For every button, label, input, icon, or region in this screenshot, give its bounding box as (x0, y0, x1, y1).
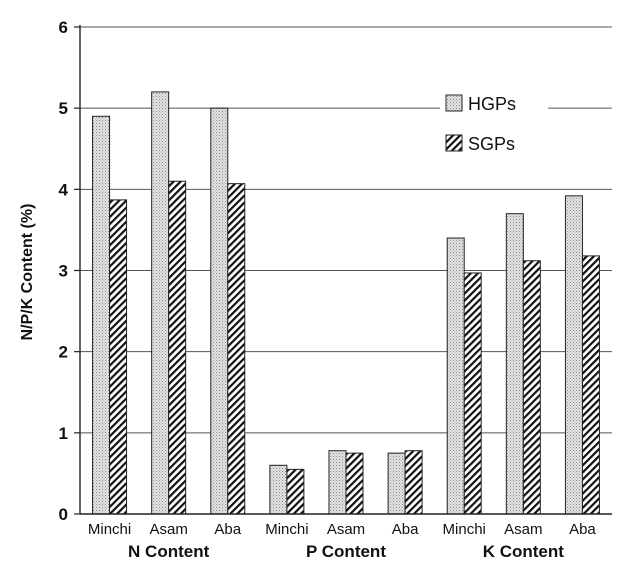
y-axis-title: N/P/K Content (%) (19, 204, 36, 341)
group-label: P Content (306, 542, 386, 561)
bar-hgps (210, 107, 229, 515)
bar-hgps (505, 213, 524, 515)
bars (92, 91, 600, 515)
y-tick-label: 1 (59, 424, 68, 443)
bar-sgps (227, 183, 246, 515)
legend-swatch-hgps (445, 94, 463, 112)
y-tick-label: 0 (59, 505, 68, 524)
x-category-label: Minchi (443, 521, 486, 538)
group-labels: N Content P Content K Content (128, 542, 564, 561)
bar-hgps (269, 464, 288, 515)
y-tick-label: 6 (59, 18, 68, 37)
bar-sgps (109, 199, 128, 515)
legend-label-hgps: HGPs (468, 94, 516, 114)
x-category-label: Minchi (265, 521, 308, 538)
x-category-label: Aba (214, 521, 241, 538)
bar-sgps (463, 272, 482, 515)
legend-swatch-sgps (445, 134, 463, 152)
y-tick-label: 5 (59, 99, 68, 118)
legend: HGPs SGPs (440, 85, 548, 154)
x-category-label: Minchi (88, 521, 131, 538)
x-category-label: Asam (327, 521, 365, 538)
bar-sgps (404, 450, 423, 515)
bar-hgps (446, 237, 465, 515)
y-tick-label: 4 (59, 180, 69, 199)
axes (74, 25, 612, 515)
group-label: K Content (483, 542, 565, 561)
x-category-label: Aba (392, 521, 419, 538)
bar-hgps (328, 450, 347, 515)
x-category-labels: Minchi Asam Aba Minchi Asam Aba Minchi Asam Aba (88, 521, 597, 538)
bar-sgps (581, 255, 600, 515)
legend-label-sgps: SGPs (468, 134, 515, 154)
x-category-label: Asam (504, 521, 542, 538)
bar-hgps (151, 91, 170, 515)
bar-sgps (168, 180, 187, 515)
bar-hgps (387, 452, 406, 515)
y-tick-label: 2 (59, 343, 68, 362)
bar-hgps (92, 115, 111, 515)
x-category-label: Asam (149, 521, 187, 538)
y-tick-labels: 0 1 2 3 4 5 6 (59, 18, 69, 524)
y-tick-label: 3 (59, 262, 68, 281)
group-label: N Content (128, 542, 210, 561)
bar-hgps (564, 195, 583, 515)
bar-sgps (286, 468, 305, 515)
bar-sgps (345, 452, 364, 515)
bar-sgps (522, 260, 541, 515)
x-category-label: Aba (569, 521, 596, 538)
